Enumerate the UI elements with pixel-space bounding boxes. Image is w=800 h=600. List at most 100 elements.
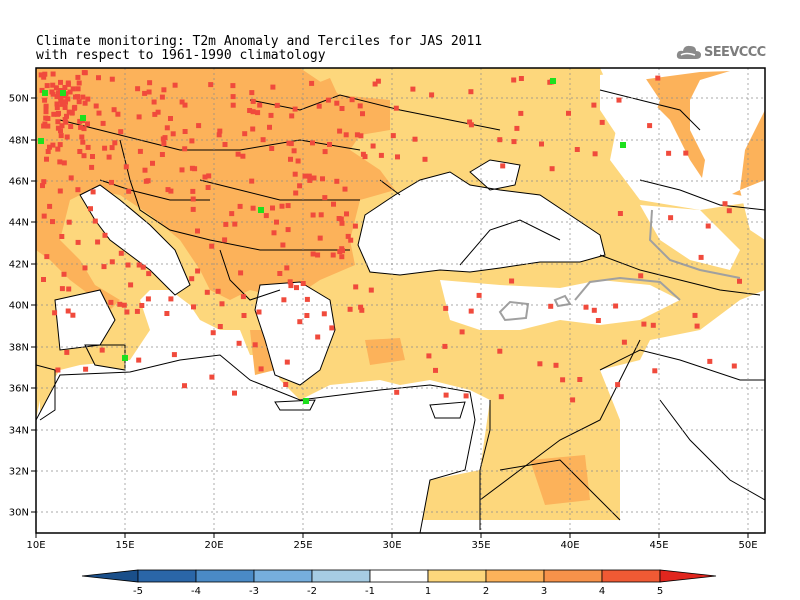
tercile-marker [140,264,146,270]
tercile-marker [61,271,67,277]
tercile-marker [52,310,58,316]
tercile-marker [50,219,55,225]
tercile-marker [270,205,275,211]
colorbar-label: 1 [425,586,431,597]
tercile-marker [302,173,308,179]
tercile-marker [47,144,52,150]
tercile-marker [47,203,53,209]
below-tercile-marker [620,142,626,148]
tercile-marker [202,174,208,180]
tercile-marker [95,239,101,245]
tercile-marker [160,136,166,142]
tercile-marker [59,286,65,292]
tercile-marker [109,76,115,82]
tercile-marker [65,80,71,86]
tercile-marker [548,303,554,309]
tercile-marker [339,106,345,111]
tercile-marker [345,233,351,239]
tercile-marker [61,160,67,166]
below-tercile-marker [550,78,556,84]
colorbar-label: 2 [483,586,489,597]
tercile-marker [96,75,101,81]
tercile-marker [92,218,98,224]
below-tercile-marker [42,90,48,96]
tercile-marker [357,103,363,109]
tercile-marker [429,92,435,98]
tercile-marker [44,254,50,260]
tercile-marker [256,309,262,315]
tercile-marker [77,149,83,154]
latitude-axis: 50N 48N 46N 44N 42N 40N 38N 36N 34N 32N 30N [9,94,36,519]
tercile-marker [235,151,241,157]
tercile-marker [55,146,61,152]
tercile-marker [146,271,152,277]
colorbar-label: -3 [249,586,259,597]
tercile-marker [90,189,96,195]
tercile-marker [189,276,195,282]
tercile-marker [223,221,229,227]
tercile-marker [44,156,49,162]
tercile-marker [574,147,580,152]
tercile-marker [108,299,114,305]
lon-tick-label: 45E [649,540,668,551]
tercile-marker [553,362,559,368]
tercile-marker [75,74,81,80]
tercile-marker [41,123,47,129]
tercile-marker [189,165,195,171]
tercile-marker [100,120,106,126]
tercile-marker [468,308,474,314]
tercile-marker [291,148,297,154]
tercile-marker [172,82,178,88]
tercile-marker [560,377,566,383]
lon-tick-label: 40E [560,540,579,551]
cloud-icon [676,45,701,59]
colorbar-segment [369,569,429,583]
tercile-marker [236,340,242,346]
lat-tick-label: 42N [9,260,29,271]
tercile-marker [269,146,275,151]
tercile-marker [161,141,167,146]
tercile-marker [422,156,428,162]
tercile-marker [518,110,524,116]
colorbar-label: 5 [657,586,663,597]
tercile-marker [267,124,272,130]
tercile-marker [279,203,285,209]
tercile-marker [125,262,131,268]
tercile-marker [722,201,728,207]
tercile-marker [370,143,376,149]
lon-tick-label: 35E [471,540,490,551]
tercile-marker [549,166,555,172]
tercile-marker [694,323,700,329]
tercile-marker [638,273,644,279]
tercile-marker [182,383,187,389]
tercile-marker [304,296,310,302]
tercile-marker [72,104,78,110]
tercile-marker [315,252,321,258]
tercile-marker [217,128,223,134]
lat-tick-label: 36N [9,384,29,395]
tercile-marker [616,97,622,103]
tercile-marker [151,99,157,105]
tercile-marker [621,339,627,345]
tercile-marker [70,312,76,318]
tercile-marker [109,145,115,151]
tercile-marker [82,265,88,271]
tercile-marker [85,96,91,102]
tercile-marker [707,358,713,364]
tercile-marker [65,308,71,314]
map-frame [35,67,766,534]
tercile-marker [393,105,399,111]
tercile-marker [41,213,47,219]
tercile-marker [443,305,449,311]
tercile-marker [191,304,196,310]
tercile-marker [150,160,155,166]
tercile-marker [168,296,174,302]
tercile-marker [117,301,123,307]
tercile-marker [250,109,256,115]
tercile-marker [537,361,543,367]
tercile-marker [257,102,263,108]
tercile-marker [58,79,63,85]
tercile-marker [240,294,246,300]
tercile-marker [339,246,345,252]
